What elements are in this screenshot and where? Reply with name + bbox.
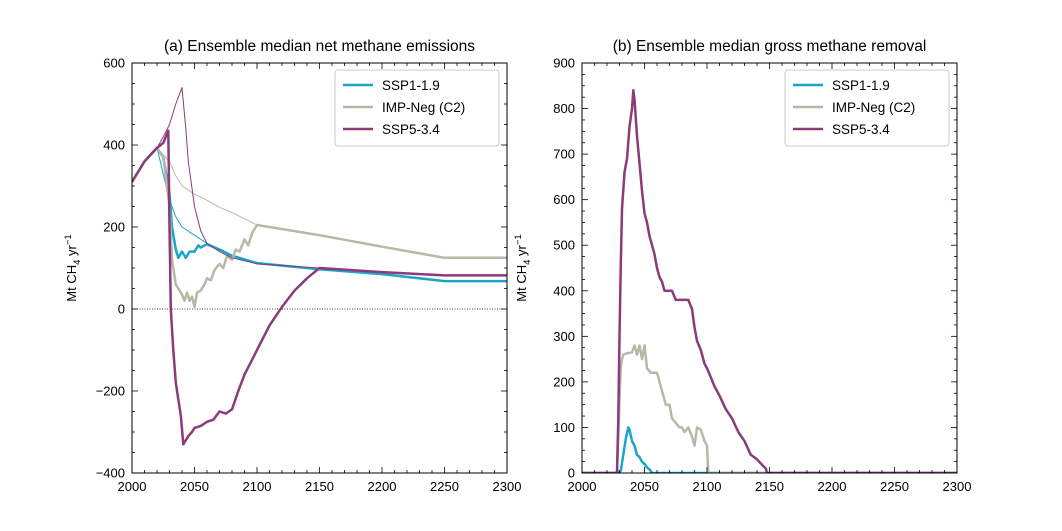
y-tick-label: 600: [553, 192, 575, 207]
legend-label: SSP5-3.4: [382, 122, 440, 137]
series-line-5: [132, 87, 507, 276]
legend-label: SSP5-3.4: [832, 122, 890, 137]
legend-label: SSP1-1.9: [382, 78, 440, 93]
y-tick-label: 400: [553, 283, 575, 298]
y-tick-label: 500: [553, 238, 575, 253]
y-tick-label: 800: [553, 101, 575, 116]
series-line-4: [132, 129, 507, 446]
x-tick-label: 2150: [755, 479, 784, 494]
x-tick-label: 2150: [305, 479, 334, 494]
x-tick-label: 2050: [180, 479, 209, 494]
y-tick-label: 600: [103, 56, 125, 71]
series-line-0: [582, 426, 957, 473]
legend-label: SSP1-1.9: [832, 78, 890, 93]
series-line-2: [132, 146, 507, 309]
chart-title: (b) Ensemble median gross methane remova…: [613, 38, 927, 55]
x-tick-label: 2050: [630, 479, 659, 494]
legend-label: IMP-Neg (C2): [832, 100, 915, 115]
y-tick-label: 400: [103, 138, 125, 153]
x-tick-label: 2000: [118, 479, 147, 494]
x-tick-label: 2300: [943, 479, 972, 494]
legend-box: [334, 69, 500, 147]
x-tick-label: 2250: [880, 479, 909, 494]
legend: SSP1-1.9 IMP-Neg (C2) SSP5-3.4: [784, 69, 950, 147]
y-tick-label: 900: [553, 56, 575, 71]
y-axis-label: Mt CH4 yr−1: [63, 234, 83, 301]
x-tick-label: 2100: [693, 479, 722, 494]
y-tick-label: −200: [96, 384, 125, 399]
x-tick-label: 2200: [368, 479, 397, 494]
y-tick-label: −400: [96, 466, 125, 481]
x-tick-label: 2100: [243, 479, 272, 494]
x-tick-label: 2000: [568, 479, 597, 494]
panel-a-net-emissions: (a) Ensemble median net methane emission…: [63, 38, 521, 494]
series-line-2: [582, 89, 957, 473]
series-line-0: [132, 146, 507, 283]
legend-box: [784, 69, 950, 147]
y-tick-label: 200: [103, 220, 125, 235]
x-tick-label: 2250: [430, 479, 459, 494]
panel-b-gross-removal: (b) Ensemble median gross methane remova…: [513, 38, 971, 494]
y-tick-label: 100: [553, 420, 575, 435]
chart-title: (a) Ensemble median net methane emission…: [164, 38, 475, 55]
y-tick-label: 700: [553, 147, 575, 162]
series-line-3: [132, 147, 507, 259]
series-line-1: [132, 147, 507, 282]
legend-label: IMP-Neg (C2): [382, 100, 465, 115]
y-tick-label: 300: [553, 329, 575, 344]
y-tick-label: 0: [118, 302, 125, 317]
y-tick-label: 0: [568, 466, 575, 481]
legend: SSP1-1.9 IMP-Neg (C2) SSP5-3.4: [334, 69, 500, 147]
y-axis-label: Mt CH4 yr−1: [513, 234, 533, 301]
y-tick-label: 200: [553, 374, 575, 389]
series-line-1: [582, 344, 957, 473]
x-tick-label: 2200: [818, 479, 847, 494]
x-tick-label: 2300: [493, 479, 522, 494]
